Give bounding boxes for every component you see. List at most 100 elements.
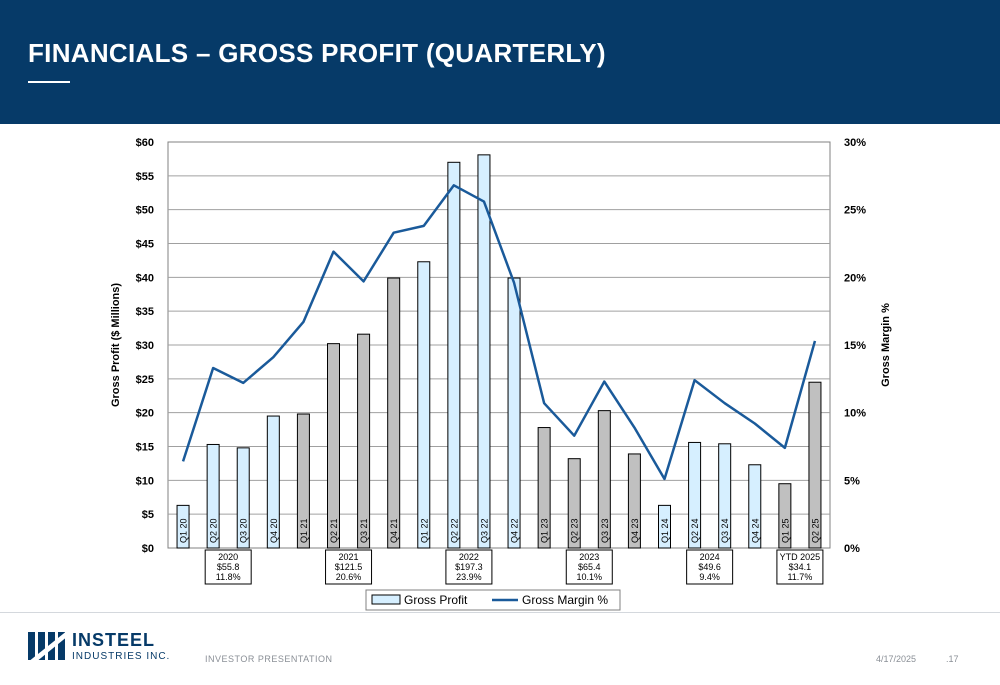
- bar-category-label: Q1 20: [179, 518, 189, 543]
- bar-category-label: Q1 24: [660, 518, 670, 543]
- bar-category-label: Q3 21: [359, 518, 369, 543]
- title-banner: FINANCIALS – GROSS PROFIT (QUARTERLY): [0, 0, 1000, 124]
- bar: [597, 410, 611, 549]
- page-number: .17: [946, 654, 959, 664]
- annual-summary-text: $121.5: [335, 562, 363, 572]
- brand-subtitle: INDUSTRIES INC.: [72, 651, 171, 662]
- y-tick-label: $45: [136, 239, 154, 251]
- bar: [357, 333, 371, 549]
- bar-category-label: Q3 22: [479, 518, 489, 543]
- y2-tick-label: 0%: [844, 543, 860, 555]
- bar: [477, 154, 491, 549]
- legend-line-label: Gross Margin %: [522, 593, 608, 607]
- page-title: FINANCIALS – GROSS PROFIT (QUARTERLY): [28, 38, 606, 68]
- annual-summary-text: $55.8: [217, 562, 240, 572]
- y-tick-label: $15: [136, 442, 154, 454]
- legend-bar-label: Gross Profit: [404, 593, 468, 607]
- annual-summary-text: 2022: [459, 552, 479, 562]
- bar: [627, 453, 641, 549]
- bar-category-label: Q1 25: [780, 518, 790, 543]
- bar-category-label: Q3 20: [239, 518, 249, 543]
- footer-divider: [0, 612, 1000, 613]
- y2-tick-label: 20%: [844, 272, 866, 284]
- annual-summary-text: 20.6%: [336, 572, 362, 582]
- bar: [778, 483, 792, 549]
- y-tick-label: $20: [136, 408, 154, 420]
- annual-summary-text: 23.9%: [456, 572, 482, 582]
- y-tick-label: $35: [136, 306, 154, 318]
- y-tick-label: $5: [142, 509, 154, 521]
- legend-bar-swatch: [371, 594, 401, 605]
- annual-summary-box: [686, 549, 734, 585]
- y2-tick-label: 5%: [844, 475, 860, 487]
- bar: [327, 343, 340, 549]
- bar-category-label: Q2 20: [209, 518, 219, 543]
- bar-category-label: Q2 25: [810, 518, 820, 543]
- bar-category-label: Q4 22: [510, 518, 520, 543]
- y2-tick-label: 10%: [844, 408, 866, 420]
- bar: [718, 443, 732, 549]
- bar-category-label: Q3 24: [720, 518, 730, 543]
- bar: [537, 427, 551, 549]
- annual-summary-box: [565, 549, 613, 585]
- bar-category-label: Q1 23: [540, 518, 550, 543]
- annual-summary-text: 2023: [579, 552, 599, 562]
- y-tick-label: $25: [136, 374, 154, 386]
- y2-tick-label: 25%: [844, 205, 866, 217]
- brand-name: INSTEEL: [72, 630, 156, 650]
- bar-category-label: Q2 21: [329, 518, 339, 543]
- bar-category-label: Q2 22: [449, 518, 459, 543]
- bar: [567, 458, 581, 549]
- bar-category-label: Q1 22: [419, 518, 429, 543]
- bar: [206, 443, 220, 549]
- bar: [417, 261, 431, 549]
- footer-label: INVESTOR PRESENTATION: [205, 654, 333, 664]
- footer-date: 4/17/2025: [876, 654, 917, 664]
- annual-summary-text: 2024: [700, 552, 720, 562]
- y-tick-label: $40: [136, 272, 154, 284]
- bar-category-label: Q4 23: [630, 518, 640, 543]
- annual-summary-box: [204, 549, 252, 585]
- bar: [387, 277, 401, 549]
- bar-category-label: Q4 20: [269, 518, 279, 543]
- annual-summary-text: 10.1%: [577, 572, 603, 582]
- bar: [688, 441, 702, 549]
- annual-summary-text: 2021: [339, 552, 359, 562]
- y-tick-label: $55: [136, 171, 154, 183]
- bar-category-label: Q4 24: [750, 518, 760, 543]
- y-axis-label: Gross Profit ($ Millions): [110, 283, 122, 407]
- bar: [266, 415, 280, 549]
- gross-profit-chart: $0 $5 $10 $15 $20 $25 $30 $35 $40 $45 $50 $55 $60 0% 5…: [110, 137, 892, 611]
- bar: [658, 504, 671, 549]
- annual-summary-text: $34.1: [789, 562, 812, 572]
- y2-tick-label: 30%: [844, 137, 866, 149]
- annual-summary-box: [445, 549, 493, 585]
- insteel-logo-icon: [28, 630, 68, 662]
- bar-category-label: Q2 23: [570, 518, 580, 543]
- gross-margin-line: [181, 184, 817, 481]
- bar: [236, 447, 250, 549]
- y-tick-label: $10: [136, 475, 154, 487]
- annual-summary-text: $197.3: [455, 562, 483, 572]
- y2-axis-label: Gross Margin %: [880, 303, 892, 387]
- bar: [507, 277, 521, 549]
- bar-category-label: Q4 21: [389, 518, 399, 543]
- annual-summary-text: $49.6: [698, 562, 721, 572]
- y2-tick-label: 15%: [844, 340, 866, 352]
- annual-summary-text: 11.8%: [216, 572, 241, 582]
- annual-summary-text: $65.4: [578, 562, 601, 572]
- annual-summary-text: 2020: [218, 552, 238, 562]
- annual-summary-text: YTD 2025: [780, 552, 821, 562]
- y-tick-label: $60: [136, 137, 154, 149]
- y-tick-label: $0: [142, 543, 154, 555]
- y-tick-label: $50: [136, 205, 154, 217]
- annual-summary-text: 11.7%: [787, 572, 812, 582]
- bar-category-label: Q2 24: [690, 518, 700, 543]
- annual-summary-box: [776, 549, 824, 585]
- annual-summary-box: [325, 549, 373, 585]
- bar: [296, 413, 310, 549]
- bar-category-label: Q1 21: [299, 518, 309, 543]
- bar: [447, 161, 461, 549]
- bar: [808, 381, 822, 549]
- bar-category-label: Q3 23: [600, 518, 610, 543]
